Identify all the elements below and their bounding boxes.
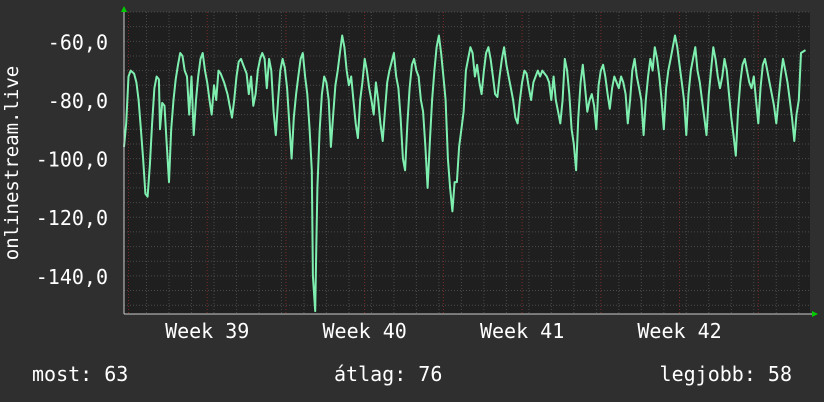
x-tick-label: Week 41: [480, 319, 564, 343]
y-tick-label: -120,0: [36, 206, 108, 230]
x-tick-label: Week 40: [323, 319, 407, 343]
y-tick-label: -100,0: [36, 148, 108, 172]
plot-area: [124, 12, 810, 314]
y-tick-label: -140,0: [36, 265, 108, 289]
best-value: legjobb: 58: [659, 362, 792, 386]
y-axis-label: onlinestream.live: [1, 66, 23, 260]
x-axis-ticks: Week 39 Week 40 Week 41 Week 42: [165, 319, 722, 343]
y-tick-label: -80,0: [48, 89, 108, 113]
y-tick-label: -60,0: [48, 30, 108, 54]
x-tick-label: Week 39: [165, 319, 249, 343]
current-value: most: 63: [32, 362, 129, 386]
average-value: átlag: 76: [334, 362, 443, 386]
y-axis-ticks: -60,0 -80,0 -100,0 -120,0 -140,0: [36, 30, 108, 289]
grid: [123, 11, 810, 314]
series-line: [123, 34, 807, 313]
y-axis-arrow-icon: [121, 6, 127, 12]
x-tick-label: Week 42: [637, 319, 721, 343]
x-axis-arrow-icon: [812, 311, 818, 317]
